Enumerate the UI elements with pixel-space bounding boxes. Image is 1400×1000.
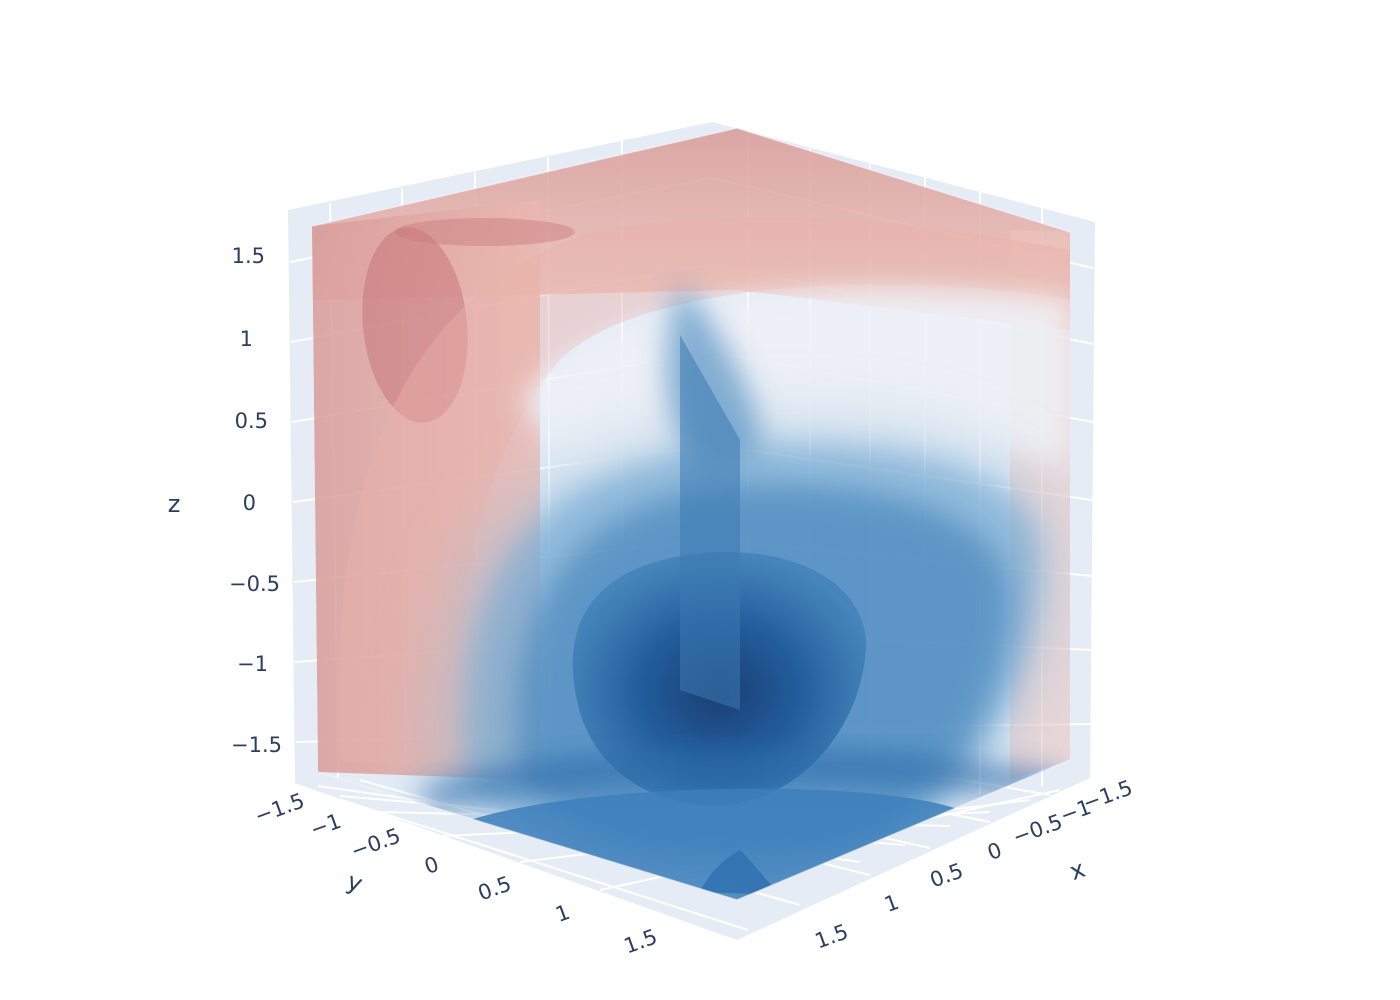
y-axis-title: y <box>343 867 366 898</box>
x-tick-label: 0.5 <box>927 858 967 892</box>
z-tick-label: 0 <box>243 491 256 515</box>
x-axis-title: x <box>1066 855 1089 886</box>
y-tick-label: 0.5 <box>475 871 515 905</box>
z-axis-title: z <box>168 490 181 518</box>
y-tick-label: 1 <box>552 900 573 927</box>
z-tick-label: 0.5 <box>235 409 268 433</box>
z-axis: z 1.5 1 0.5 0 −0.5 −1 −1.5 <box>168 244 282 757</box>
x-tick-label: 0 <box>984 838 1005 865</box>
x-tick-label: 1.5 <box>812 919 852 953</box>
y-tick-label: −1 <box>307 809 344 842</box>
box-outline <box>311 127 1071 901</box>
x-tick-label: −0.5 <box>1010 809 1066 849</box>
y-tick-label: 0 <box>421 852 442 879</box>
z-tick-label: 1.5 <box>232 244 265 268</box>
low-value-slice <box>680 335 740 710</box>
z-tick-label: −0.5 <box>229 572 280 596</box>
high-value-blob <box>362 227 468 423</box>
low-value-floor <box>470 788 960 900</box>
volume-isosurfaces <box>312 128 1070 900</box>
y-tick-label: 1.5 <box>621 924 661 958</box>
low-value-floor-band <box>420 751 1070 810</box>
z-tick-label: −1.5 <box>231 733 282 757</box>
y-tick-label: −1.5 <box>252 788 308 828</box>
low-value-floor-notch <box>700 850 780 895</box>
x-tick-label: 1 <box>881 890 902 917</box>
high-value-blob-edge <box>395 218 575 246</box>
z-tick-label: −1 <box>237 652 268 676</box>
high-value-shell <box>338 217 1070 770</box>
y-tick-label: −0.5 <box>348 823 404 863</box>
z-tick-label: 1 <box>240 327 253 351</box>
